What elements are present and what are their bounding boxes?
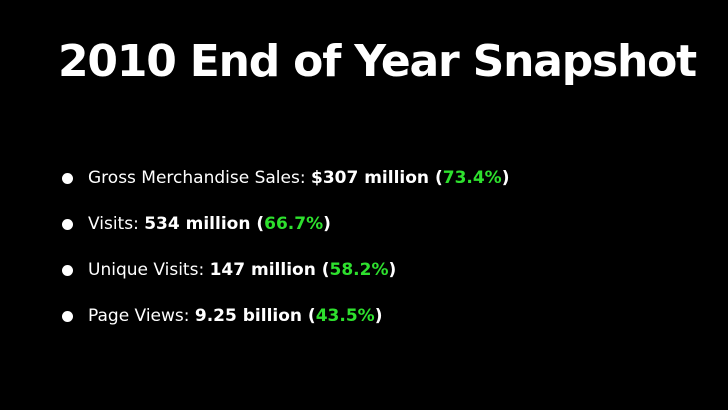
bullet-label: Unique Visits: [88, 260, 210, 280]
bullet-percent: 43.5% [315, 306, 375, 326]
bullet-value: 9.25 billion [194, 306, 303, 326]
bullet-close-paren: ) [388, 260, 397, 280]
bullet-open-paren: ( [302, 306, 316, 326]
bullet-close-paren: ) [323, 214, 331, 234]
bullet-dot-icon [62, 311, 73, 322]
bullet-dot-icon [62, 173, 73, 184]
bullet-value: $307 million [310, 168, 430, 188]
bullet-label: Gross Merchandise Sales: [88, 168, 311, 188]
bullet-open-paren: ( [250, 214, 265, 234]
bullet-gross-merchandise-sales: Gross Merchandise Sales: $307 million (7… [62, 158, 510, 204]
slide-title: 2010 End of Year Snapshot [58, 36, 697, 87]
bullet-label: Page Views: [88, 306, 195, 326]
bullet-dot-icon [62, 219, 73, 230]
bullet-value: 534 million [144, 214, 251, 234]
bullet-percent: 58.2% [329, 260, 389, 280]
bullet-percent: 73.4% [442, 168, 502, 188]
bullet-close-paren: ) [374, 306, 383, 326]
bullet-visits: Visits: 534 million (66.7%) [62, 204, 510, 250]
bullet-percent: 66.7% [264, 214, 324, 234]
bullet-list: Gross Merchandise Sales: $307 million (7… [62, 158, 510, 342]
bullet-unique-visits: Unique Visits: 147 million (58.2%) [62, 250, 510, 296]
bullet-dot-icon [62, 265, 73, 276]
bullet-label: Visits: [88, 214, 145, 234]
bullet-page-views: Page Views: 9.25 billion (43.5%) [62, 296, 510, 342]
bullet-value: 147 million [209, 260, 316, 280]
bullet-open-paren: ( [429, 168, 443, 188]
bullet-close-paren: ) [501, 168, 510, 188]
bullet-open-paren: ( [315, 260, 330, 280]
